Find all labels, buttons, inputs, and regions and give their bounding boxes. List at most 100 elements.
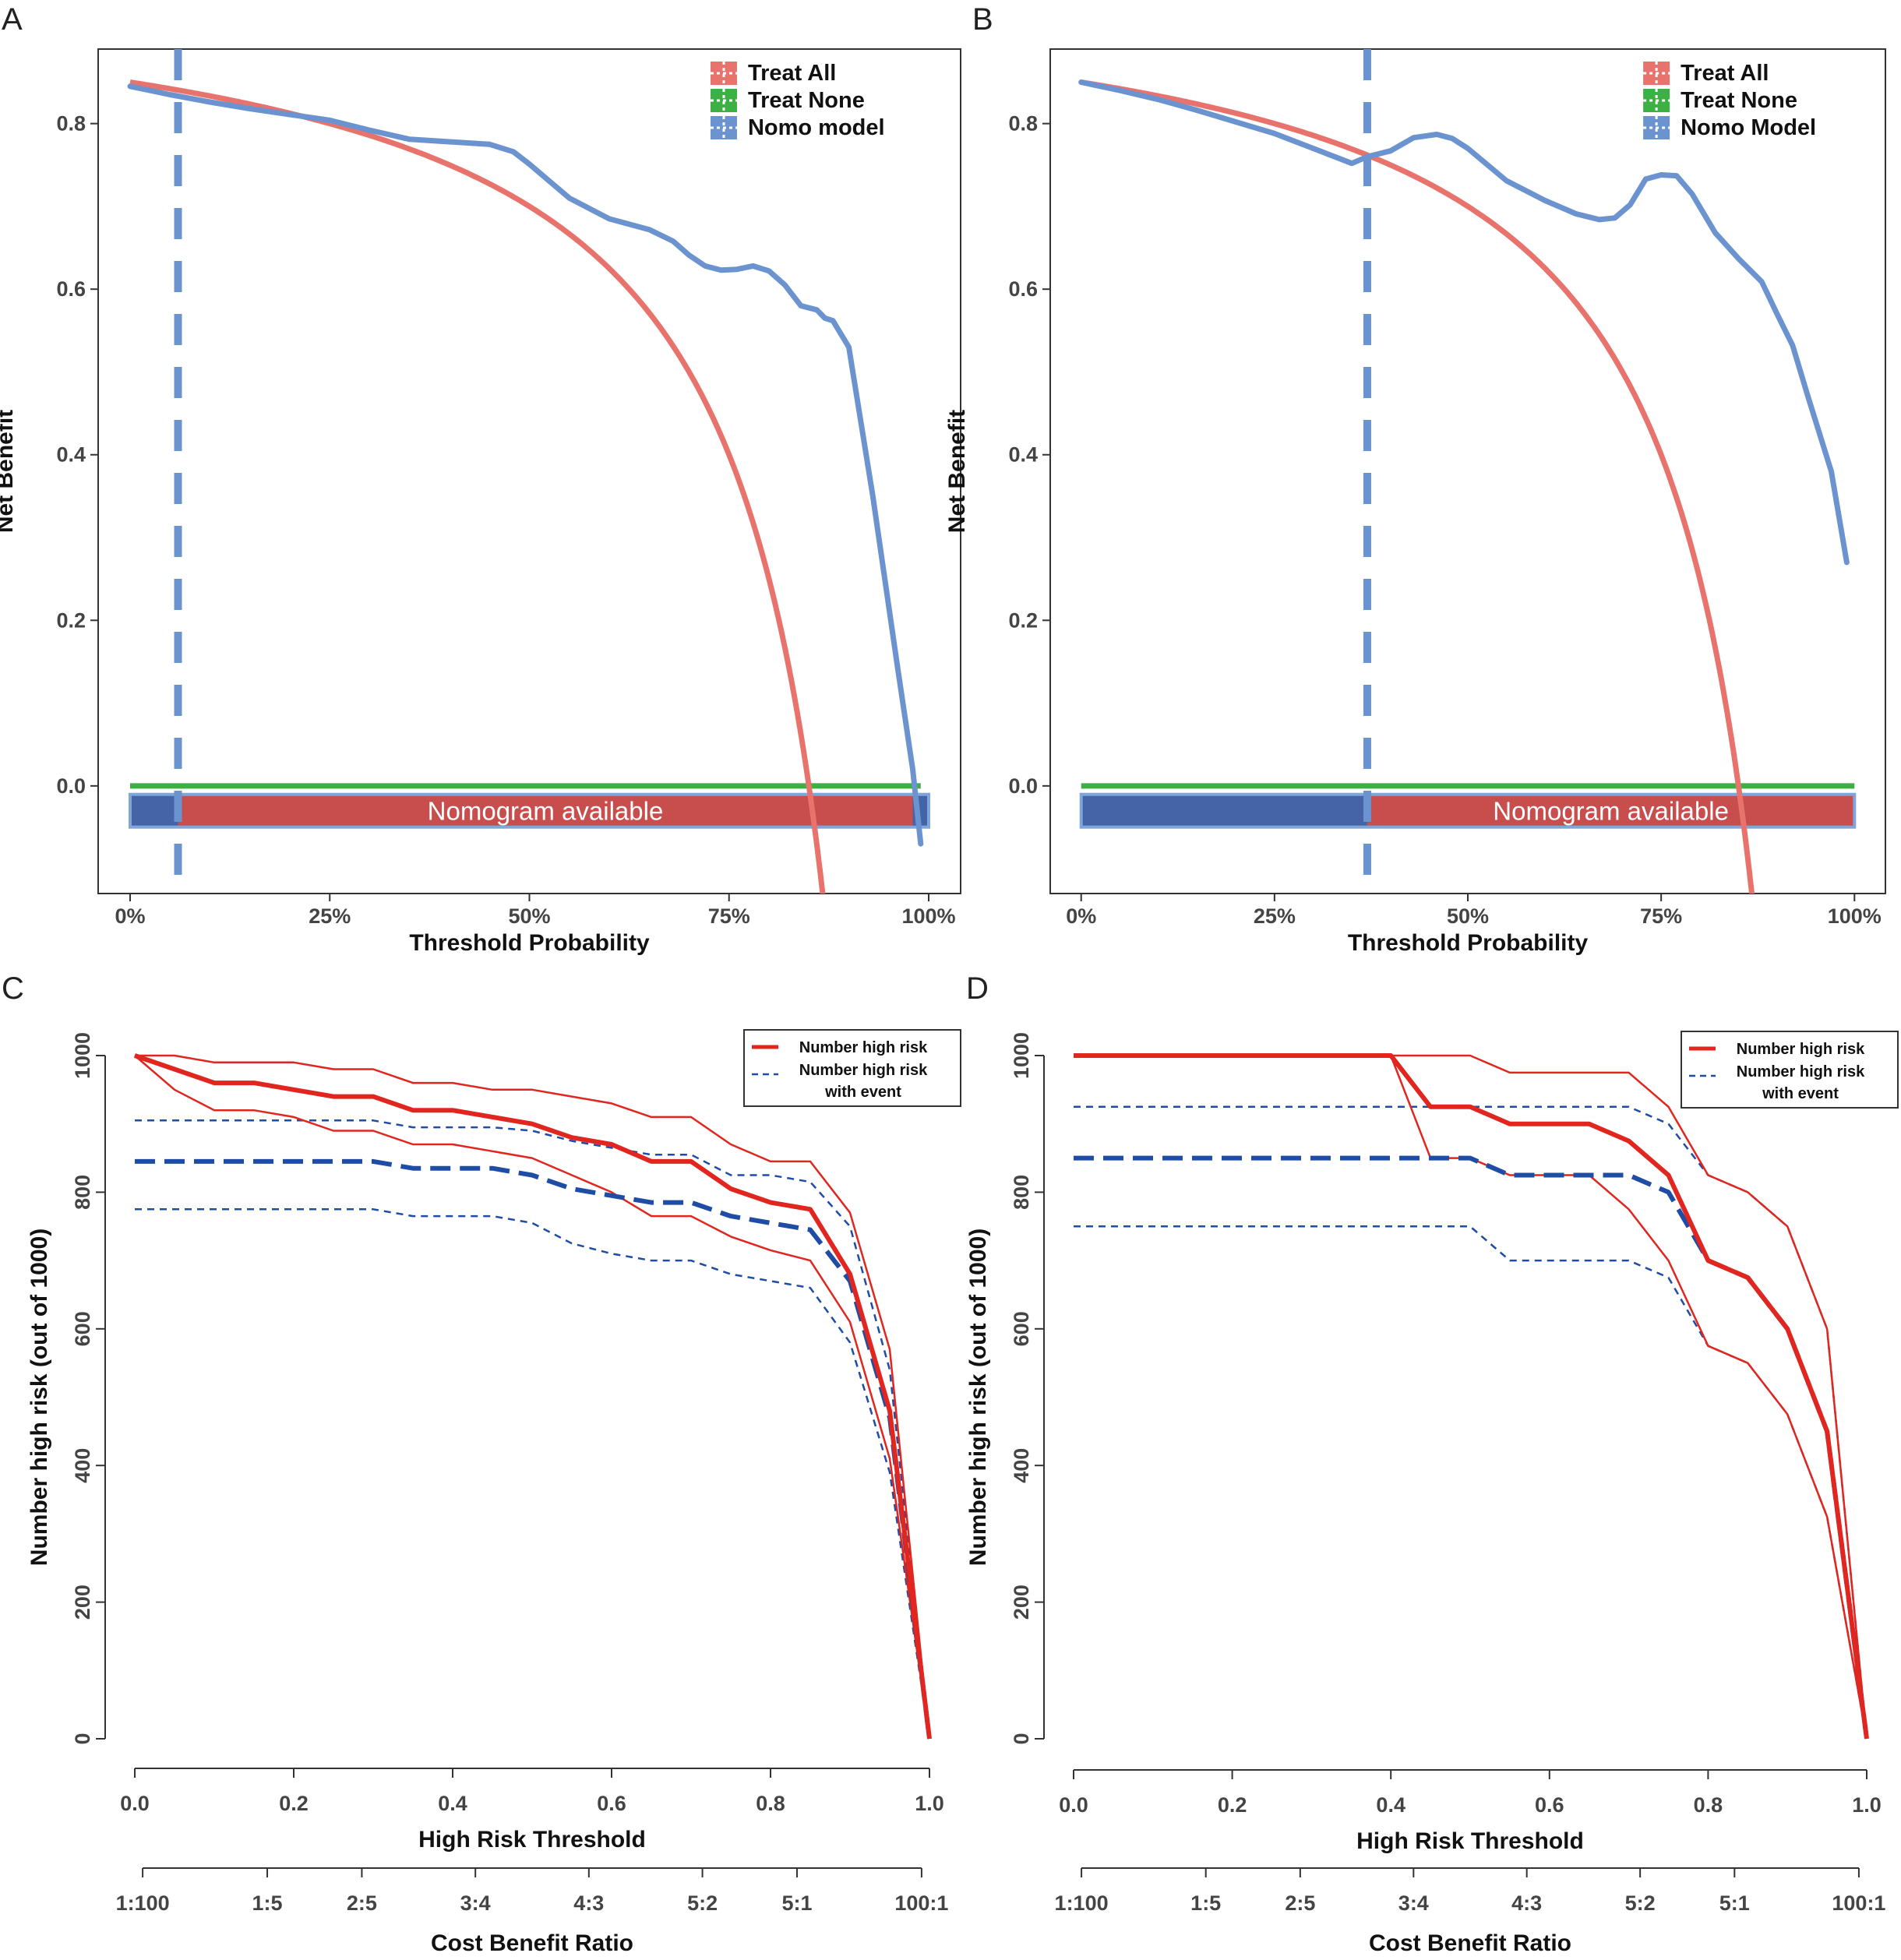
ratio-tick-label: 1:5 [1190,1891,1221,1915]
ratio-tick-label: 1:100 [116,1891,170,1915]
ratio-tick-label: 5:2 [687,1891,718,1915]
ratio-axis-title: Cost Benefit Ratio [1369,1930,1571,1956]
y-tick-label: 0.0 [1008,774,1038,798]
x-tick-label: 25% [309,904,351,928]
ratio-tick-label: 1:5 [252,1891,283,1915]
y-tick-label: 800 [71,1175,94,1210]
legend-key [710,116,737,139]
y-axis-title: Net Benefit [0,410,18,533]
panel-b-dca-plot: Nomogram available 0.0 0.2 0.4 0.6 0.8 0% 25% 50… [944,48,1886,956]
x-tick-label: 0.4 [438,1792,467,1815]
y-tick-label: 400 [1010,1448,1033,1483]
legend-label: Number high risk [799,1062,928,1079]
ratio-tick-label: 3:4 [460,1891,491,1915]
x-tick-label: 0.8 [756,1792,785,1815]
ratio-tick-label: 5:2 [1625,1891,1656,1915]
band-border [129,792,930,829]
panel-label: C [2,971,24,1006]
ratio-axis-title: Cost Benefit Ratio [431,1930,633,1956]
ratio-tick-label: 1:100 [1055,1891,1109,1915]
legend-key [710,62,737,85]
x-tick-label: 0.4 [1376,1793,1405,1817]
y-tick-label: 200 [71,1585,94,1620]
legend-label: Number high risk [1737,1041,1865,1058]
legend-box [743,1029,961,1107]
series-line-blue-thin-dash [135,1208,931,1740]
band-unavailable-left [130,794,178,827]
y-tick-label: 0.2 [1008,608,1038,632]
ratio-tick-label: 5:1 [781,1891,812,1915]
series-line-red-thick [134,1053,932,1740]
x-tick-label: 50% [1447,904,1489,928]
x-tick-label: 50% [508,904,550,928]
y-tick-label: 0.0 [56,774,86,798]
y-tick-label: 0.4 [56,443,86,467]
treat-all-line [129,79,826,894]
x-tick-label: 0.6 [1535,1793,1564,1817]
y-tick-label: 0.8 [1008,112,1038,136]
y-tick-label: 0 [71,1733,94,1744]
y-tick-label: 600 [1010,1311,1033,1346]
treat-all-line [1081,79,1755,894]
y-tick-label: 0.8 [56,112,86,136]
y-tick-label: 0.4 [1008,443,1038,467]
legend-label: Treat None [748,88,865,113]
x-tick-label: 75% [1640,904,1682,928]
x-tick-label: 100% [901,904,955,928]
x-tick-label: 1.0 [915,1792,944,1815]
series-line-red-thin [1074,1054,1868,1740]
legend-label: Nomo Model [1681,115,1816,140]
legend-key [710,89,737,112]
legend-label: Treat All [748,61,836,86]
ratio-tick-label: 2:5 [347,1891,377,1915]
y-tick-label: 1000 [71,1032,94,1079]
legend-label: Nomo model [748,115,885,140]
x-axis-title: High Risk Threshold [418,1827,646,1852]
y-tick-label: 0.6 [56,277,86,301]
legend-label: with event [824,1084,901,1101]
x-tick-label: 25% [1254,904,1296,928]
ratio-tick-label: 2:5 [1285,1891,1315,1915]
x-tick-label: 0.6 [597,1792,626,1815]
panel-label: A [2,2,23,37]
panel-label: D [966,971,989,1006]
ratio-tick-label: 4:3 [1511,1891,1542,1915]
ratio-tick-label: 100:1 [1832,1891,1885,1915]
x-axis-title: High Risk Threshold [1356,1828,1584,1854]
legend-label: Treat All [1681,61,1769,86]
x-axis-title: Threshold Probability [1348,930,1589,956]
band-border [1079,792,1857,829]
x-axis-title: Threshold Probability [409,930,650,956]
y-tick-label: 0 [1010,1733,1033,1744]
band-available [1367,794,1855,827]
plot-area: Nomogram available [127,49,930,894]
y-axis-title: Number high risk (out of 1000) [26,1229,52,1566]
x-tick-label: 0.0 [120,1792,150,1815]
legend-box [1681,1031,1899,1109]
x-tick-label: 0.2 [1218,1793,1247,1817]
band-label: Nomogram available [1493,797,1729,826]
panel-c-clinical-impact-plot: 0 200 400 600 800 1000 Number high risk (out o… [26,1029,961,1956]
nomo-model-line [127,83,924,847]
panel-label: B [972,2,993,37]
panel-d-clinical-impact-plot: 0 200 400 600 800 1000 Number high risk (out o… [965,1031,1899,1956]
x-tick-label: 0% [115,904,145,928]
ratio-tick-label: 100:1 [894,1891,948,1915]
y-tick-label: 1000 [1010,1032,1033,1079]
x-tick-label: 0.0 [1059,1793,1088,1817]
y-axis-title: Net Benefit [944,410,970,533]
x-tick-label: 1.0 [1852,1793,1882,1817]
legend-key [1643,89,1670,112]
y-tick-label: 200 [1010,1585,1033,1620]
series-line-red-thin [134,1055,931,1740]
legend-key [1643,62,1670,85]
legend-label: Treat None [1681,88,1797,113]
y-tick-label: 0.2 [56,608,86,632]
plot-area: Nomogram available [1078,49,1857,894]
band-unavailable-left [1081,794,1367,827]
x-tick-label: 75% [708,904,750,928]
legend-label: with event [1762,1085,1839,1102]
legend-label: Number high risk [1737,1063,1865,1080]
